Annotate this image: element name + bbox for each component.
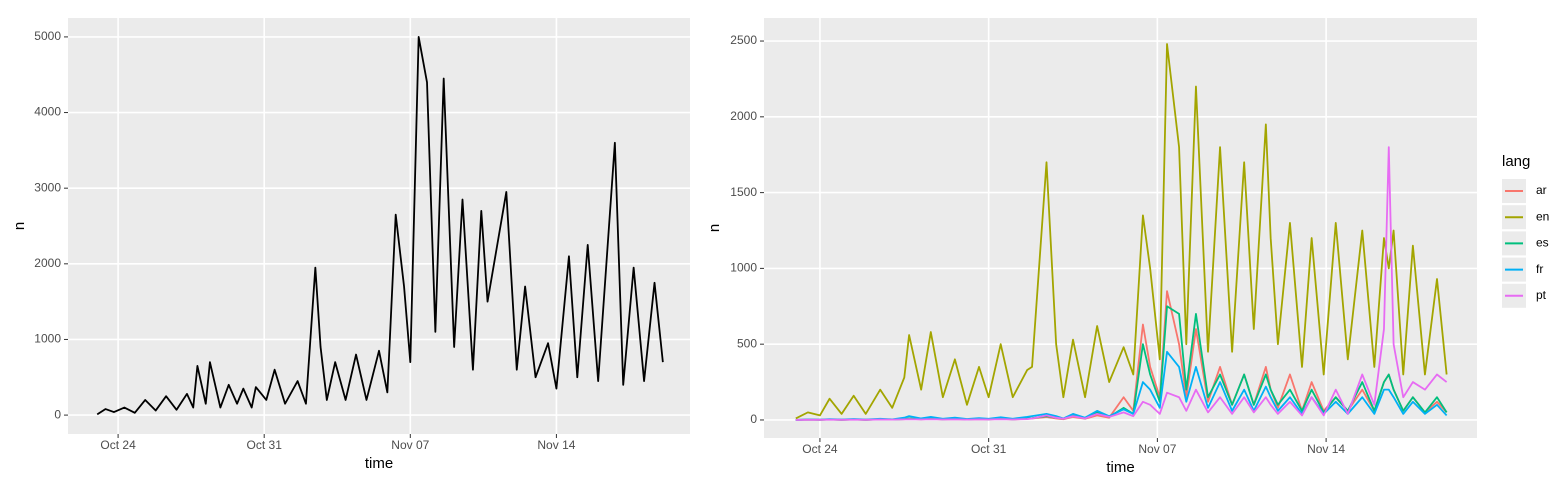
series-line: [96, 36, 664, 416]
legend-label: fr: [1536, 262, 1543, 276]
y-tick-label: 5000: [34, 29, 61, 43]
y-tick-label: 2000: [730, 109, 757, 123]
x-tick-label: Oct 31: [247, 438, 283, 452]
y-tick-label: 3000: [34, 180, 61, 194]
plot-panel: [764, 18, 1477, 438]
x-axis-title: time: [1106, 459, 1134, 476]
y-tick-label: 2000: [34, 256, 61, 270]
y-axis-title: n: [11, 222, 28, 230]
x-tick-label: Nov 14: [537, 438, 575, 452]
legend-label: pt: [1536, 288, 1547, 302]
legend-title: lang: [1502, 153, 1530, 170]
y-tick-label: 1500: [730, 185, 757, 199]
x-tick-label: Oct 31: [971, 442, 1007, 456]
x-axis-title: time: [365, 455, 393, 472]
x-tick-label: Nov 14: [1307, 442, 1345, 456]
y-tick-label: 500: [737, 336, 757, 350]
legend-label: ar: [1536, 183, 1547, 197]
legend-label: en: [1536, 209, 1549, 223]
series-line: [795, 146, 1448, 421]
x-tick-label: Nov 07: [1138, 442, 1176, 456]
y-tick-label: 0: [750, 412, 757, 426]
plot-panel: [68, 18, 690, 434]
y-tick-label: 4000: [34, 105, 61, 119]
x-tick-label: Oct 24: [100, 438, 136, 452]
y-axis-title: n: [706, 224, 723, 232]
y-tick-label: 0: [54, 407, 61, 421]
series-line: [795, 43, 1448, 420]
x-tick-label: Oct 24: [802, 442, 838, 456]
x-tick-label: Nov 07: [391, 438, 429, 452]
y-tick-label: 2500: [730, 33, 757, 47]
legend-label: es: [1536, 236, 1549, 250]
y-tick-label: 1000: [730, 261, 757, 275]
y-tick-label: 1000: [34, 332, 61, 346]
